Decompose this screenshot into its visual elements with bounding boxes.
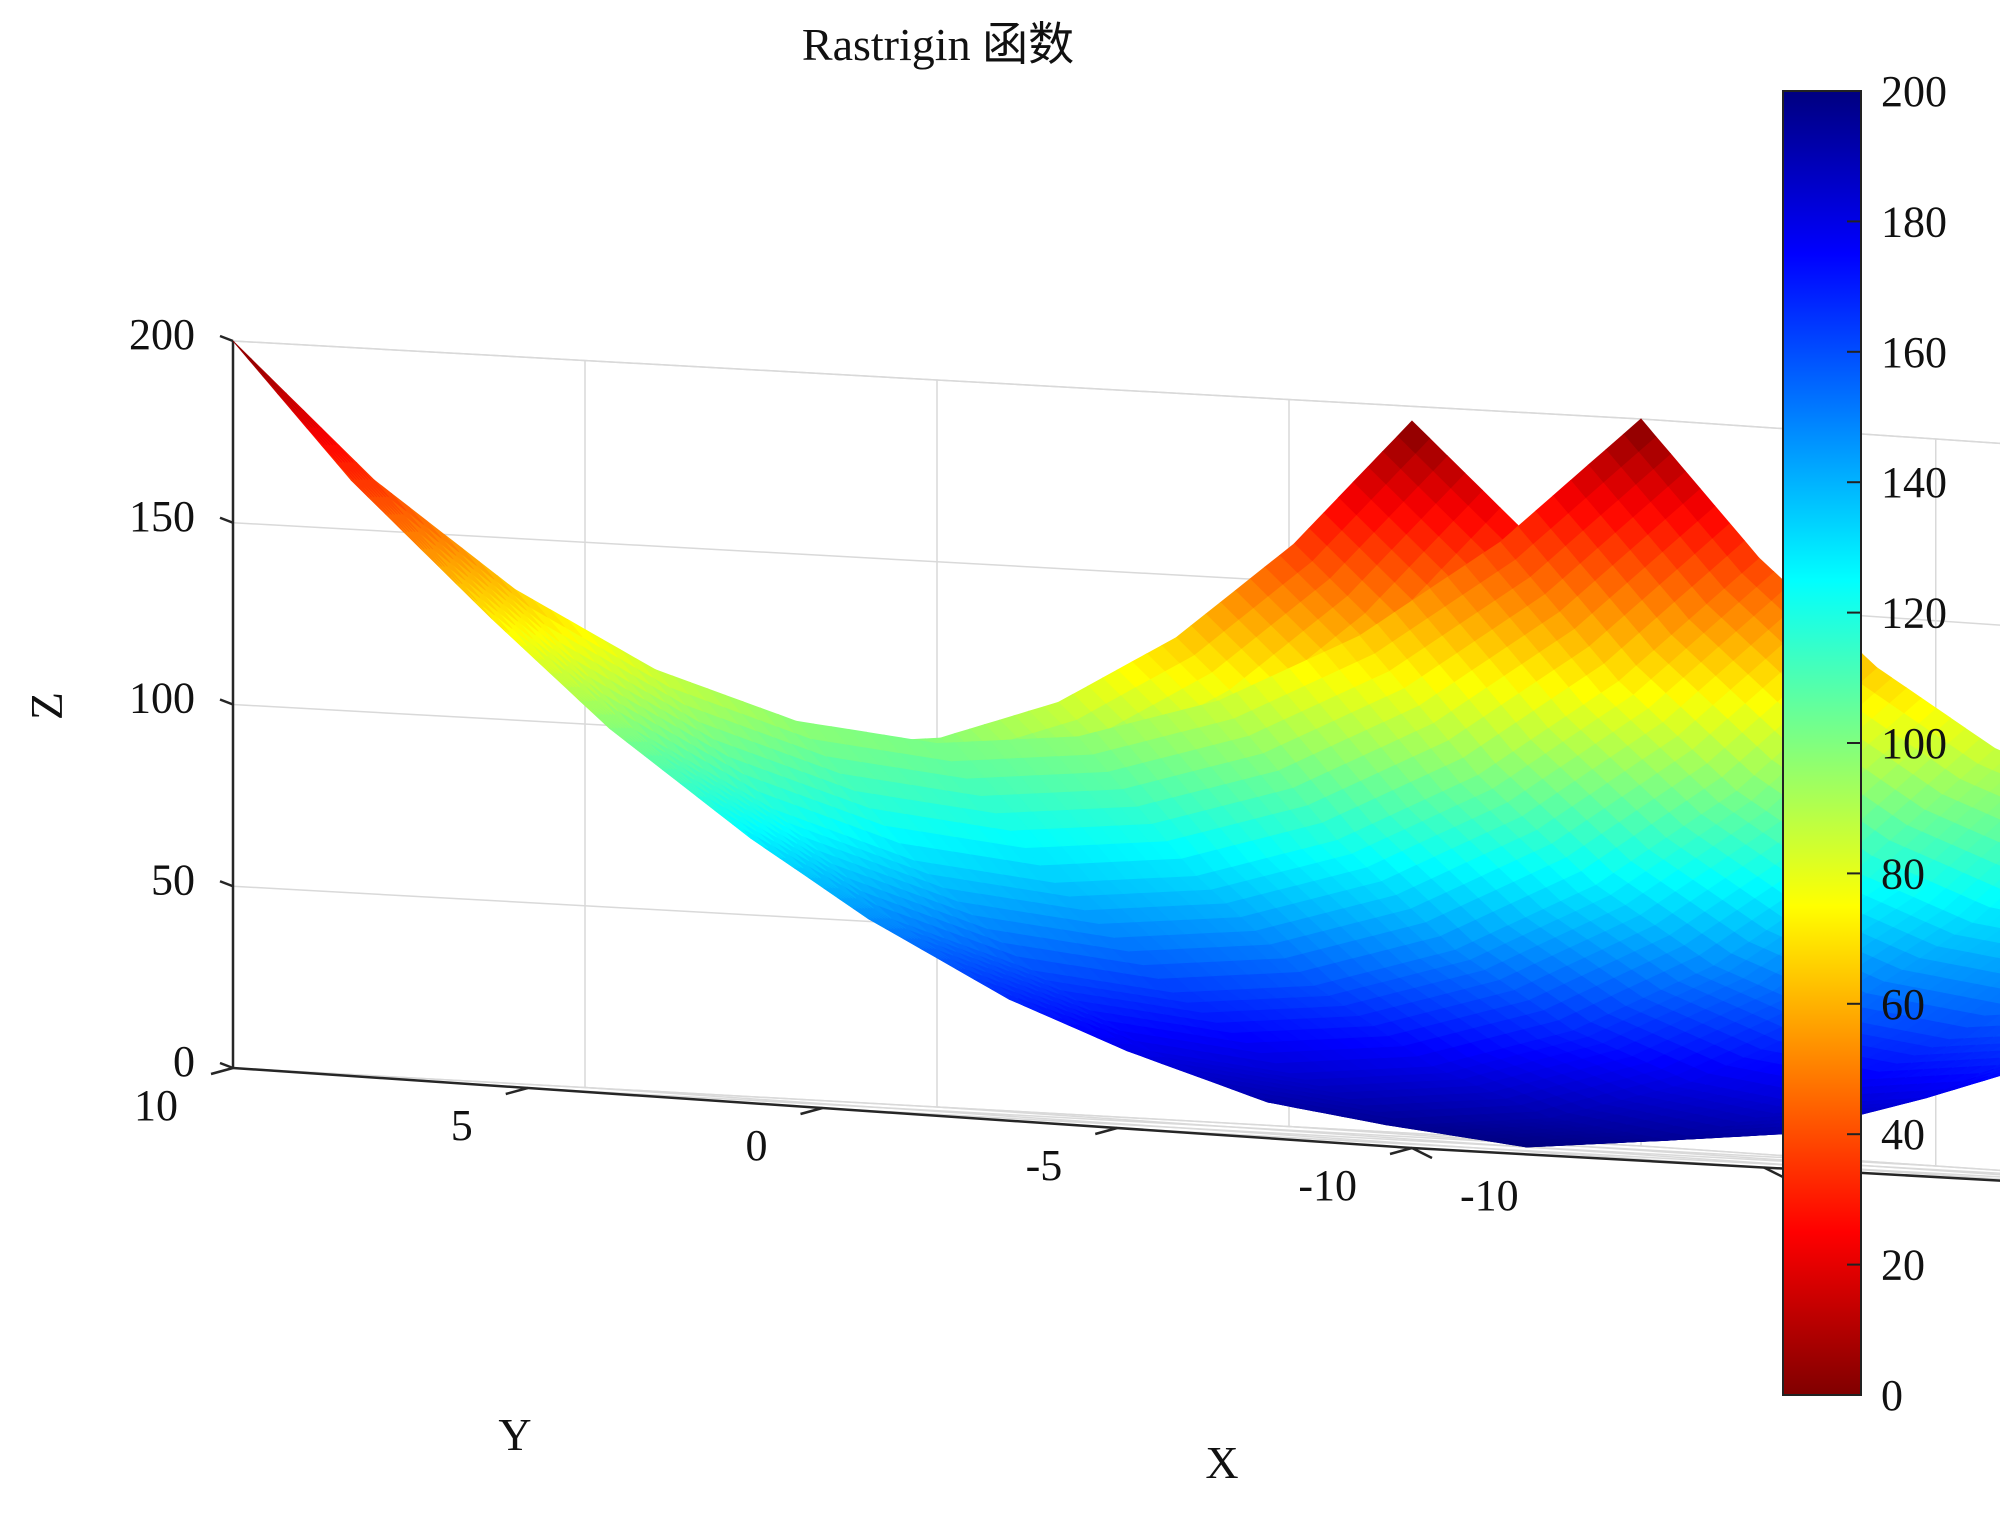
surface-plot — [233, 341, 2000, 1147]
